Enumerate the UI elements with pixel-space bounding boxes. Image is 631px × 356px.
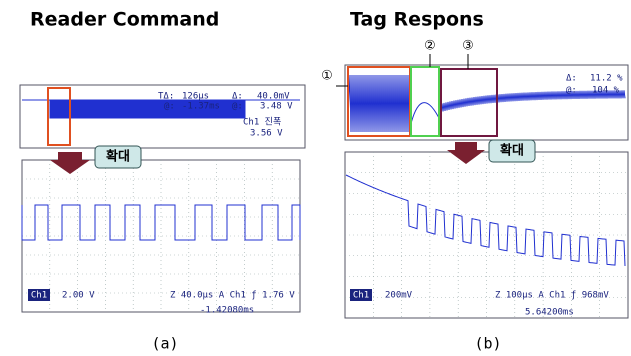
readout: -1.42080ms [200, 306, 254, 316]
readout: Z 100µs A Ch1 ƒ 968mV [495, 291, 609, 301]
readout: Δ: [566, 74, 577, 84]
readout: 5.64200ms [525, 308, 574, 318]
readout: Ch1 진폭 [243, 117, 281, 128]
readout: 40.0mV [257, 92, 290, 102]
readout: 3.48 V [260, 102, 293, 112]
marker: ③ [462, 39, 474, 54]
readout: @: [232, 102, 243, 112]
readout: -1.37ms [182, 102, 220, 112]
readout: 126µs [182, 92, 209, 102]
figure: Reader Command TΔ: 126µs Δ: 40.0mV @: -1… [0, 0, 631, 356]
readout: Ch1 [31, 291, 47, 301]
zoom-label: 확대 [106, 149, 130, 165]
readout: Ch1 [353, 291, 369, 301]
readout: 104 % [592, 86, 620, 96]
readout: Δ: [232, 92, 243, 102]
readout: TΔ: [158, 92, 174, 102]
readout: @: [566, 86, 577, 96]
panel-title: Reader Command [30, 9, 219, 31]
caption: (a) [151, 335, 178, 353]
marker: ① [321, 69, 333, 84]
readout: 2.00 V [62, 291, 95, 301]
panel-title: Tag Respons [350, 9, 484, 31]
readout: @: [164, 102, 175, 112]
readout: 200mV [385, 291, 413, 301]
marker: ② [424, 39, 436, 54]
readout: Z 40.0µs A Ch1 ƒ 1.76 V [170, 291, 295, 301]
readout: 11.2 % [590, 74, 623, 84]
caption: (b) [474, 335, 501, 353]
zoom-label: 확대 [500, 143, 524, 159]
readout: 3.56 V [250, 129, 283, 139]
